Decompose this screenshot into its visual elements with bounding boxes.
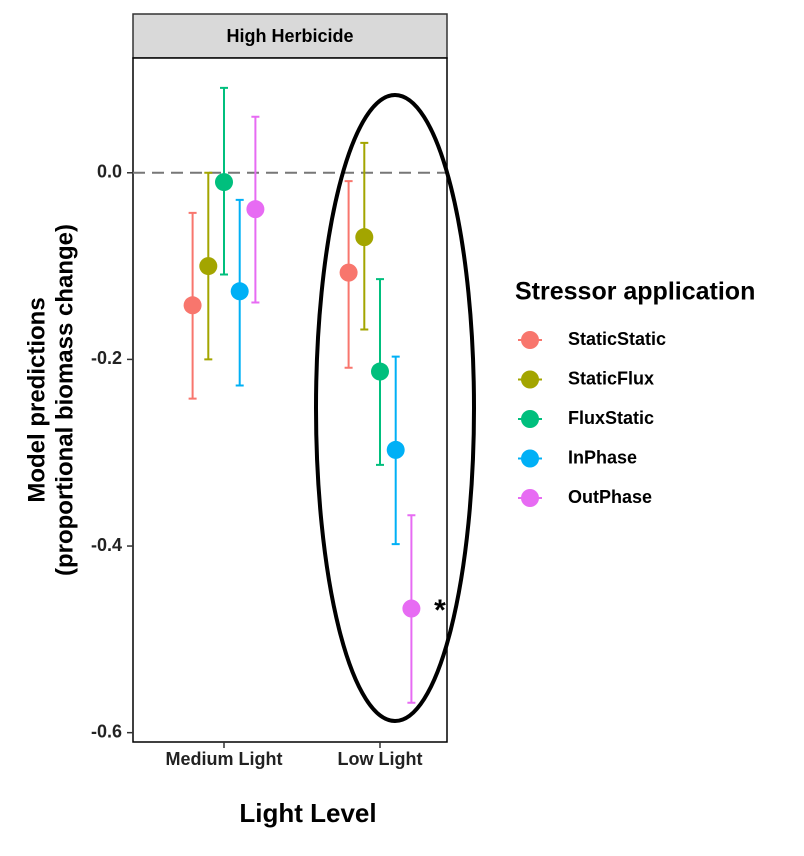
point <box>355 228 374 247</box>
point <box>371 362 389 381</box>
annotation: * <box>434 594 446 627</box>
point <box>386 440 405 459</box>
panel-title: High Herbicide <box>226 26 353 46</box>
strip <box>132 13 448 59</box>
y-axis-label: Model predictions <box>23 297 50 502</box>
x-tick-label: Medium Light <box>166 749 283 769</box>
legend-key <box>521 489 539 507</box>
legend-key <box>521 410 539 428</box>
point <box>339 263 358 282</box>
panel <box>132 57 448 743</box>
point <box>199 257 218 276</box>
y-tick-label: -0.4 <box>91 535 122 555</box>
legend-label: StaticStatic <box>568 329 666 349</box>
point <box>183 296 202 315</box>
legend-label: StaticFlux <box>568 368 654 388</box>
point <box>230 282 249 301</box>
legend-label: InPhase <box>568 447 637 467</box>
legend-label: OutPhase <box>568 487 652 507</box>
point <box>215 173 233 192</box>
x-tick-label: Low Light <box>338 749 423 769</box>
legend-key <box>521 370 539 389</box>
highlight-ellipse <box>314 93 476 723</box>
y-axis-label: (proportional biomass change) <box>51 224 78 576</box>
y-tick-label: 0.0 <box>97 162 122 182</box>
legend-label: FluxStatic <box>568 408 654 428</box>
point <box>402 599 421 618</box>
point <box>246 200 265 219</box>
y-tick-label: -0.6 <box>91 721 122 741</box>
legend-key <box>521 331 539 349</box>
legend-title: Stressor application <box>515 278 755 306</box>
legend-key <box>521 449 539 468</box>
y-tick-label: -0.2 <box>91 348 122 368</box>
x-axis-label: Light Level <box>239 798 376 828</box>
